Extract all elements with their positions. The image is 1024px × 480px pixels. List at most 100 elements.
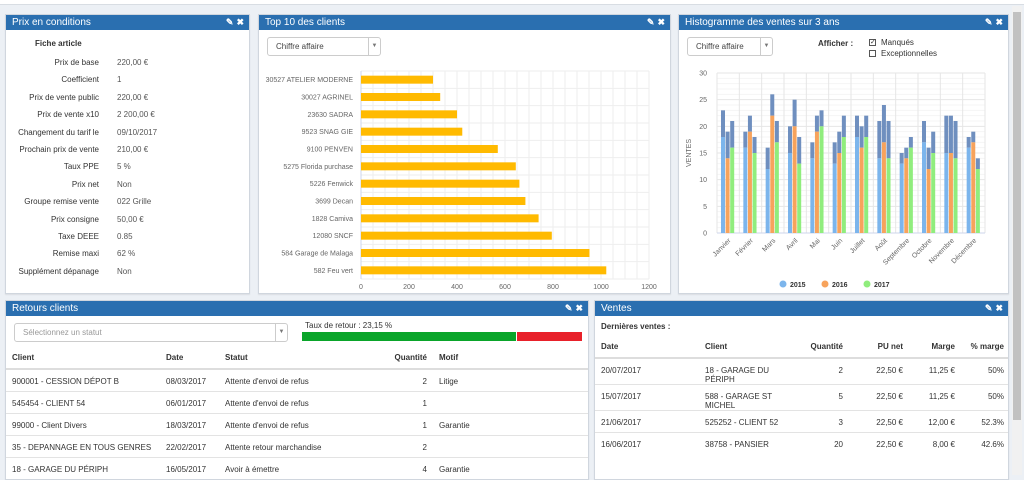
table-row[interactable]: 21/06/2017 525252 - CLIENT 52 3 22,50 €12,0… [595, 410, 1008, 433]
field-label: Remise maxi [52, 249, 99, 259]
bar-2017 [730, 147, 735, 233]
table-row[interactable]: 20/07/2017 18 - GARAGE DU PÉRIPH 2 22,50 €1… [595, 357, 1008, 385]
column-header[interactable]: Motif [433, 346, 588, 370]
bar [361, 162, 516, 171]
bar [361, 75, 433, 84]
close-icon[interactable]: ✖ [236, 17, 244, 27]
bar-2017 [864, 137, 869, 233]
column-header[interactable]: Marge [909, 335, 961, 359]
status-select[interactable]: Sélectionnez un statut ▼ [14, 323, 288, 342]
retours-panel: Retours clients ✎ ✖ Sélectionnez un statu… [5, 300, 589, 480]
bar-manques [730, 121, 735, 148]
field-label: Coefficient [61, 75, 99, 85]
y-tick-label: 15 [699, 151, 707, 158]
metric-select[interactable]: Chiffre affaire ▼ [267, 37, 381, 56]
category-label: 584 Garage de Malaga [281, 251, 353, 258]
field-label: Supplément dépanage [18, 266, 99, 276]
edit-icon[interactable]: ✎ [984, 303, 993, 313]
table-cell: 3 [803, 410, 849, 433]
bar-manques [926, 147, 931, 169]
month-label: Avril [785, 237, 800, 252]
close-icon[interactable]: ✖ [995, 17, 1003, 27]
category-label: 30027 AGRINEL [301, 95, 353, 102]
month-label: Juin [830, 237, 844, 251]
table-row[interactable]: 35 - DEPANNAGE EN TOUS GENRES 22/02/2017 A… [6, 434, 588, 457]
edit-icon[interactable]: ✎ [646, 17, 655, 27]
bar-manques [792, 99, 797, 127]
top10-bar-chart: 30527 ATELIER MODERNE 30027 AGRINEL 23630 … [266, 70, 657, 291]
table-cell: 16/05/2017 [160, 456, 219, 479]
bar-2017 [819, 126, 824, 233]
table-row[interactable]: 16/06/2017 38758 - PANSIER 20 22,50 €8,00 €… [595, 432, 1008, 455]
table-cell: 22,50 € [849, 384, 909, 411]
bar-2015 [877, 158, 882, 233]
close-icon[interactable]: ✖ [575, 303, 583, 313]
bar-manques [765, 147, 770, 169]
table-row[interactable]: 900001 - CESSION DÉPOT B 08/03/2017 Attent… [6, 368, 588, 391]
exceptionnelles-checkbox[interactable]: Exceptionnelles [869, 49, 937, 58]
bar-2017 [841, 137, 846, 233]
edit-icon[interactable]: ✎ [564, 303, 573, 313]
table-row[interactable]: 18 - GARAGE DU PÉRIPH 16/05/2017 Avoir à é… [6, 456, 588, 479]
taux-progress-bar [302, 332, 582, 341]
category-label: 23630 SADRA [307, 112, 353, 119]
edit-icon[interactable]: ✎ [984, 17, 993, 27]
caret-down-icon: ▼ [275, 324, 287, 341]
bar-manques [953, 121, 958, 159]
histogram-chart: 0 5 10 15 20 25 30 VENTES Janvier Février Mars Avri… [686, 71, 986, 289]
table-row[interactable]: 15/07/2017 588 - GARAGE ST MICHEL 5 22,50 €… [595, 384, 1008, 411]
bar-2016 [904, 158, 909, 233]
bar [361, 197, 526, 205]
bar-manques [770, 94, 775, 116]
manques-checkbox[interactable]: ✓ Manqués [869, 38, 914, 47]
bar-2017 [886, 158, 891, 233]
bar-2017 [931, 153, 936, 233]
bar-manques [814, 115, 819, 132]
metric-select[interactable]: Chiffre affaire ▼ [687, 37, 773, 56]
table-cell: 11,25 € [909, 384, 961, 411]
column-header[interactable]: % marge [961, 335, 1008, 359]
page-scrollbar[interactable] [1012, 6, 1022, 475]
bar-2015 [832, 163, 837, 233]
table-cell: 38758 - PANSIER [699, 432, 803, 455]
field-value: 1 [117, 75, 122, 85]
column-header[interactable]: Client [6, 346, 160, 370]
column-header[interactable]: Date [595, 335, 699, 359]
bar-2016 [859, 147, 864, 233]
category-label: 12080 SNCF [313, 233, 353, 240]
bar-2015 [765, 169, 770, 233]
bar [361, 179, 520, 188]
panel-title: Prix en conditions [12, 17, 91, 28]
field-value: 5 % [117, 162, 131, 172]
table-row[interactable]: 545454 - CLIENT 54 06/01/2017 Attente d'en… [6, 390, 588, 413]
panel-title: Top 10 des clients [265, 17, 346, 28]
close-icon[interactable]: ✖ [995, 303, 1003, 313]
column-header[interactable]: Statut [219, 346, 367, 370]
edit-icon[interactable]: ✎ [225, 17, 234, 27]
bar-2015 [944, 153, 949, 233]
bar-2016 [971, 142, 976, 233]
close-icon[interactable]: ✖ [657, 17, 665, 27]
table-cell: 42.6% [961, 432, 1008, 455]
bar [361, 110, 457, 119]
table-cell: 12,00 € [909, 410, 961, 433]
table-row[interactable]: 99000 - Client Divers 18/03/2017 Attente d… [6, 412, 588, 435]
column-header[interactable]: Quantité [803, 335, 849, 359]
table-cell: 2 [367, 434, 433, 457]
column-header[interactable]: PU net [849, 335, 909, 359]
column-header[interactable]: Client [699, 335, 803, 359]
table-cell: 525252 - CLIENT 52 [699, 410, 803, 433]
bar-2017 [774, 142, 779, 233]
panel-header: Retours clients ✎ ✖ [6, 301, 588, 316]
bar-2017 [908, 147, 913, 233]
bar-manques [971, 131, 976, 143]
x-tick-label: 600 [499, 284, 511, 291]
column-header[interactable]: Quantité [367, 346, 433, 370]
retours-table: Client Date Statut Quantité Motif 900001 - CE… [6, 346, 588, 479]
scrollbar-thumb[interactable] [1013, 12, 1021, 420]
column-header[interactable]: Date [160, 346, 219, 370]
ventes-table: Date Client Quantité PU net Marge% marge 20/0… [595, 335, 1008, 455]
field-label: Prix de vente public [29, 92, 99, 102]
checkbox-label: Manqués [881, 38, 914, 47]
table-cell: 1 [367, 412, 433, 435]
